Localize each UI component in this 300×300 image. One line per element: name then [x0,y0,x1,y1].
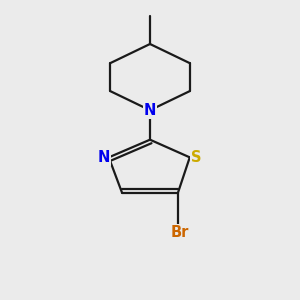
Text: N: N [97,150,110,165]
Text: S: S [191,150,202,165]
Text: Br: Br [170,225,189,240]
Text: N: N [144,103,156,118]
